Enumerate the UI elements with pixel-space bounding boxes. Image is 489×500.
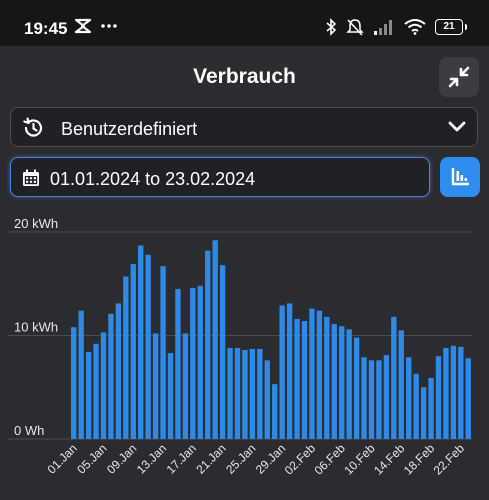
chart-bar[interactable]	[160, 266, 166, 439]
y-tick-label: 0 Wh	[14, 423, 44, 438]
calendar-icon	[23, 169, 39, 186]
status-bar: 19:45 21	[0, 0, 489, 46]
mute-icon	[346, 19, 364, 36]
chart-bar[interactable]	[264, 360, 270, 439]
x-tick-label: 18.Feb	[401, 441, 438, 478]
x-tick-label: 10.Feb	[341, 441, 378, 478]
chart-bar[interactable]	[190, 287, 196, 439]
chart-bar[interactable]	[376, 360, 382, 439]
chart-bar[interactable]	[205, 250, 211, 439]
chart-bar[interactable]	[123, 276, 129, 439]
app-notification-icon	[74, 18, 92, 34]
x-tick-label: 29.Jan	[253, 441, 288, 476]
chart-bar[interactable]	[234, 347, 241, 439]
chart-bar[interactable]	[324, 316, 330, 439]
chart-bar[interactable]	[353, 337, 360, 439]
x-tick-label: 13.Jan	[134, 441, 169, 476]
page-title: Verbrauch	[193, 65, 296, 88]
chart-bar[interactable]	[93, 343, 99, 439]
chart-bar[interactable]	[279, 305, 285, 439]
chart-bar[interactable]	[443, 347, 449, 439]
chart-bar[interactable]	[428, 377, 434, 439]
chart-bar[interactable]	[85, 352, 92, 439]
chart-bar[interactable]	[227, 347, 233, 439]
chart-type-button[interactable]	[440, 157, 480, 197]
period-select-value: Benutzerdefiniert	[61, 119, 198, 139]
chart-bar[interactable]	[383, 355, 390, 439]
consumption-chart: 0 Wh 10 kWh 20 kWh 01.Jan05.Jan09.Jan13.Jan…	[8, 216, 472, 478]
x-tick-label: 17.Jan	[164, 441, 199, 476]
wifi-icon	[404, 19, 426, 35]
y-tick-label: 10 kWh	[14, 320, 58, 335]
bar-chart-icon	[451, 167, 470, 186]
chart-bar[interactable]	[331, 324, 337, 439]
chart-bar[interactable]	[272, 384, 278, 439]
x-tick-label: 09.Jan	[104, 441, 139, 476]
x-tick-label: 02.Feb	[282, 441, 319, 478]
collapse-button[interactable]	[439, 57, 479, 97]
x-tick-label: 22.Feb	[431, 441, 468, 478]
chart-bar[interactable]	[398, 330, 404, 439]
x-tick-label: 05.Jan	[74, 441, 109, 476]
chart-bar[interactable]	[406, 357, 412, 439]
chart-bar[interactable]	[138, 245, 144, 439]
chart-bar[interactable]	[249, 348, 256, 439]
chart-bar[interactable]	[145, 254, 151, 439]
chart-bar[interactable]	[182, 333, 189, 439]
chevron-down-icon	[448, 121, 466, 132]
chart-bar[interactable]	[316, 310, 323, 439]
status-time: 19:45	[24, 19, 68, 38]
chart-bar[interactable]	[450, 345, 457, 439]
signal-icon	[374, 20, 392, 35]
chart-bar[interactable]	[309, 308, 315, 439]
chart-bar[interactable]	[78, 310, 84, 439]
chart-bar[interactable]	[465, 358, 471, 439]
chart-bar[interactable]	[420, 387, 427, 439]
chart-bar[interactable]	[100, 332, 107, 439]
chart-bar[interactable]	[130, 264, 136, 439]
more-icon	[101, 24, 117, 28]
chart-bar[interactable]	[197, 285, 203, 439]
chart-bar[interactable]	[301, 321, 308, 439]
collapse-icon	[448, 66, 470, 88]
chart-bar[interactable]	[212, 240, 218, 439]
y-tick-label: 20 kWh	[14, 216, 58, 231]
chart-bar[interactable]	[286, 303, 293, 439]
chart-bar[interactable]	[152, 333, 159, 439]
x-tick-label: 06.Feb	[312, 441, 349, 478]
history-icon	[23, 117, 43, 137]
chart-bar[interactable]	[294, 318, 300, 439]
chart-bar[interactable]	[391, 316, 397, 439]
status-right-icons: 21	[325, 18, 467, 36]
chart-bar[interactable]	[71, 327, 77, 439]
chart-bar[interactable]	[219, 265, 226, 439]
chart-bar[interactable]	[175, 288, 181, 439]
chart-bar[interactable]	[115, 303, 122, 439]
chart-bar[interactable]	[346, 329, 352, 439]
period-select[interactable]: Benutzerdefiniert	[10, 107, 478, 147]
x-tick-label: 14.Feb	[371, 441, 408, 478]
battery-icon: 21	[435, 19, 467, 35]
chart-bar[interactable]	[108, 313, 114, 439]
chart-bar[interactable]	[339, 326, 345, 439]
status-left-icons	[74, 18, 118, 34]
chart-bar[interactable]	[368, 360, 375, 439]
x-tick-label: 25.Jan	[223, 441, 258, 476]
chart-bar[interactable]	[435, 356, 442, 439]
date-range-field[interactable]: 01.01.2024 to 23.02.2024	[10, 157, 430, 197]
chart-bar[interactable]	[413, 373, 419, 439]
bluetooth-icon	[326, 18, 337, 36]
x-tick-label: 21.Jan	[193, 441, 228, 476]
x-tick-label: 01.Jan	[44, 441, 79, 476]
chart-bar[interactable]	[458, 346, 464, 439]
chart-bar[interactable]	[361, 357, 367, 439]
chart-bar[interactable]	[242, 349, 248, 439]
chart-bar[interactable]	[257, 348, 263, 439]
date-range-value: 01.01.2024 to 23.02.2024	[50, 169, 256, 189]
chart-bar[interactable]	[167, 353, 174, 439]
